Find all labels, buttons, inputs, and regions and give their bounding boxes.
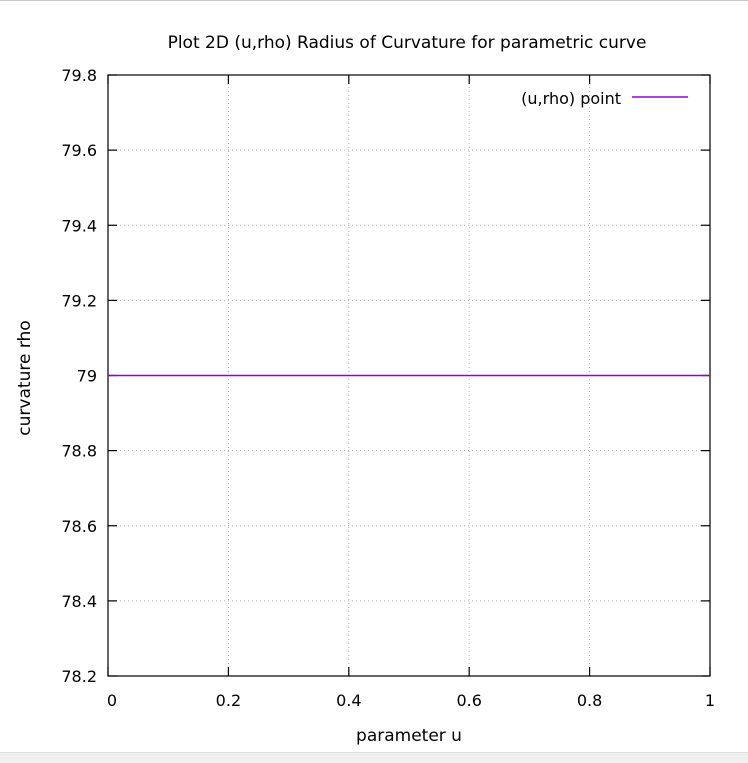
y-tick-labels: 78.2 78.4 78.6 78.8 79 79.2 79.4 79.6 79.8 (61, 66, 97, 686)
y-tick-label: 79.4 (61, 216, 97, 235)
y-tick-label: 79.8 (61, 66, 97, 85)
y-tick-label: 78.6 (61, 517, 97, 536)
axis-ticks (107, 74, 711, 677)
y-tick-label: 79.6 (61, 141, 97, 160)
y-tick-label: 79 (77, 367, 97, 386)
x-tick-label: 1 (705, 691, 715, 710)
y-tick-label: 79.2 (61, 291, 97, 310)
legend-label: (u,rho) point (521, 89, 621, 108)
legend: (u,rho) point (521, 89, 688, 108)
y-tick-label: 78.8 (61, 442, 97, 461)
x-tick-labels: 0 0.2 0.4 0.6 0.8 1 (107, 691, 715, 710)
y-tick-label: 78.2 (61, 667, 97, 686)
x-axis-label: parameter u (356, 726, 462, 746)
y-axis-label: curvature rho (15, 320, 35, 435)
x-tick-label: 0.2 (216, 691, 241, 710)
y-tick-label: 78.4 (61, 592, 97, 611)
x-tick-label: 0.4 (336, 691, 361, 710)
x-tick-label: 0 (107, 691, 117, 710)
window-bottom-bar (0, 752, 748, 763)
top-divider (0, 0, 748, 1)
x-tick-label: 0.6 (456, 691, 481, 710)
x-tick-label: 0.8 (577, 691, 602, 710)
chart-title: Plot 2D (u,rho) Radius of Curvature for … (168, 33, 647, 53)
